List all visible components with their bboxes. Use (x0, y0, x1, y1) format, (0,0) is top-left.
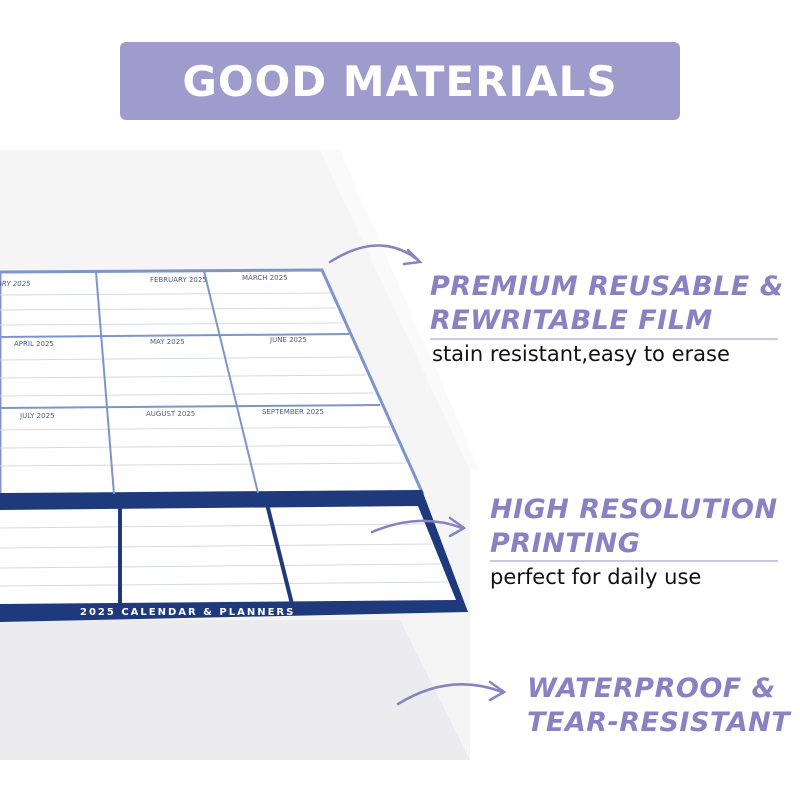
film-sheet-front (0, 620, 470, 760)
month-label: OCTOBER 2025 (6, 500, 82, 510)
month-label: MARCH 2025 (242, 274, 288, 282)
month-label: JANUARY 2025 (0, 279, 31, 288)
month-label: FEBRUARY 2025 (150, 276, 207, 284)
feature-title-line: REWRITABLE FILM (430, 305, 713, 336)
feature-title-line: HIGH RESOLUTION (490, 494, 778, 525)
month-label: NOVEMBER 2025 (150, 498, 235, 508)
month-label: AUGUST 2025 (146, 410, 195, 418)
calendar-month-dividers (0, 270, 381, 495)
feature-subtitle: perfect for daily use (490, 565, 702, 589)
month-label: SEPTEMBER 2025 (262, 408, 324, 416)
feature-title-printing: HIGH RESOLUTION PRINTING (490, 493, 778, 561)
month-label: APRIL 2025 (14, 340, 54, 348)
banner-title: GOOD MATERIALS (182, 56, 618, 106)
feature-title-line: TEAR-RESISTANT (527, 707, 791, 738)
month-label: DECEMBER 2025 (298, 495, 381, 505)
calendar-lower-inner (0, 506, 456, 604)
arrow-icon (328, 244, 507, 706)
calendar-grid (0, 292, 449, 587)
feature-title-line: WATERPROOF & (527, 673, 776, 704)
month-label: JUNE 2025 (269, 336, 307, 344)
month-label: JULY 2025 (19, 412, 54, 420)
month-label: MAY 2025 (150, 338, 185, 346)
title-banner: GOOD MATERIALS (120, 42, 680, 120)
feature-title-waterproof: WATERPROOF & TEAR-RESISTANT (527, 672, 790, 740)
feature-title-line: PRINTING (490, 528, 641, 559)
feature-divider (430, 338, 778, 340)
feature-title-film: PREMIUM REUSABLE & REWRITABLE FILM (430, 270, 784, 338)
film-sheet-edge (320, 150, 480, 470)
calendar-footer: 2025 CALENDAR & PLANNERS (80, 607, 295, 618)
feature-divider (490, 560, 778, 562)
calendar-lower-dividers (118, 491, 294, 606)
feature-subtitle: stain resistant,easy to erase (432, 342, 730, 366)
feature-title-line: PREMIUM REUSABLE & (430, 271, 784, 302)
